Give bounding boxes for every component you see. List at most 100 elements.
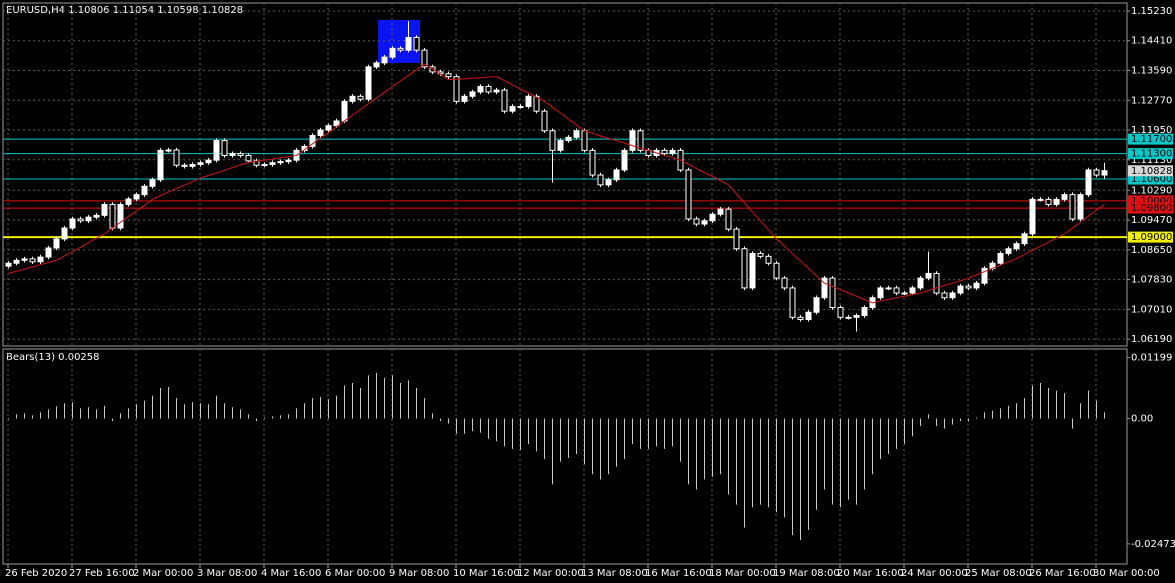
candle-body (413, 36, 420, 51)
candle-body (525, 95, 532, 107)
candle-body (117, 203, 124, 229)
candle-body (589, 149, 596, 176)
candle-body (501, 89, 508, 112)
candle-body (685, 169, 692, 220)
candle-body (1029, 198, 1036, 235)
candle-body (941, 292, 948, 299)
candle-body (365, 66, 372, 100)
y-tick-label: 1.14410 (1131, 36, 1172, 47)
candle-body (1085, 169, 1092, 196)
candle-body (453, 76, 460, 102)
candle-body (269, 162, 276, 166)
candle-body (333, 120, 340, 127)
y-tick-label: 1.07010 (1131, 304, 1172, 315)
candle-body (917, 277, 924, 289)
y-tick-label: 1.10290 (1131, 185, 1172, 196)
candle-body (109, 203, 116, 229)
y-tick-label: 1.12770 (1131, 95, 1172, 106)
x-tick-label: 3 Mar 08:00 (197, 568, 257, 579)
candle-body (261, 164, 268, 167)
candle-body (1077, 194, 1084, 220)
candle-body (77, 218, 84, 222)
level-label: 1.09800 (1131, 203, 1172, 214)
candle-body (1013, 243, 1020, 250)
candle-body (757, 252, 764, 257)
candle-body (893, 287, 900, 294)
candle-body (973, 282, 980, 289)
candle-body (165, 149, 172, 152)
candle-body (509, 105, 516, 112)
candle-body (581, 130, 588, 151)
candle-body (629, 130, 636, 151)
indicator-panel-frame (2, 348, 1128, 565)
candle-body (1061, 194, 1068, 200)
candle-body (669, 149, 676, 155)
candle-body (829, 277, 836, 309)
candle-body (709, 213, 716, 222)
candle-body (981, 267, 988, 284)
x-tick-label: 19 Mar 08:00 (773, 568, 840, 579)
candle-body (101, 203, 108, 216)
candle-body (341, 100, 348, 122)
candle-body (485, 85, 492, 93)
x-tick-label: 27 Feb 16:00 (69, 568, 135, 579)
candle-body (957, 285, 964, 294)
candle-body (837, 307, 844, 318)
y-tick-label: 0.01199 (1131, 353, 1172, 364)
candle-body (565, 136, 572, 142)
candle-body (621, 149, 628, 171)
x-tick-label: 26 Feb 2020 (5, 568, 67, 579)
y-tick-label: 1.13590 (1131, 66, 1172, 77)
candle-body (805, 311, 812, 321)
candle-body (85, 216, 92, 222)
candle-body (61, 227, 68, 240)
candle-body (461, 95, 468, 102)
candle-body (133, 194, 140, 200)
current-price-label: 1.10828 (1131, 166, 1172, 177)
candle-body (765, 255, 772, 264)
y-tick-label: 1.07830 (1131, 275, 1172, 286)
candle-body (1037, 198, 1044, 201)
candle-body (541, 110, 548, 132)
level-label-box (1128, 231, 1173, 243)
level-label: 1.09000 (1131, 232, 1172, 243)
candle-body (93, 214, 100, 218)
candle-body (813, 297, 820, 313)
candle-body (1021, 233, 1028, 245)
y-tick-label: 0.00 (1131, 413, 1153, 424)
candle-body (949, 292, 956, 299)
candle-body (877, 287, 884, 299)
y-tick-label: 1.09470 (1131, 215, 1172, 226)
x-tick-label: 12 Mar 00:00 (517, 568, 584, 579)
moving-average (8, 63, 1105, 304)
candle-body (37, 256, 44, 263)
x-tick-label: 10 Mar 16:00 (453, 568, 520, 579)
candle-body (325, 125, 332, 131)
y-tick-label: 1.06190 (1131, 334, 1172, 345)
candle-body (789, 287, 796, 318)
candle-body (733, 228, 740, 250)
x-tick-label: 18 Mar 00:00 (709, 568, 776, 579)
main-panel-frame (2, 2, 1128, 347)
candle-body (477, 85, 484, 93)
candle-body (933, 272, 940, 294)
candle-body (1005, 248, 1012, 254)
candle-body (197, 162, 204, 166)
candle-body (13, 259, 20, 264)
candle-body (29, 258, 36, 263)
candle-body (549, 130, 556, 151)
x-tick-label: 16 Mar 16:00 (645, 568, 712, 579)
candle-body (965, 285, 972, 289)
candle-body (773, 262, 780, 279)
indicator-title: Bears(13) 0.00258 (6, 352, 100, 363)
y-tick-label: 1.08650 (1131, 245, 1172, 256)
x-tick-label: 26 Mar 16:00 (1029, 568, 1096, 579)
candle-body (821, 277, 828, 299)
candle-body (885, 287, 892, 290)
candle-body (717, 208, 724, 215)
x-tick-label: 25 Mar 08:00 (965, 568, 1032, 579)
x-tick-label: 13 Mar 08:00 (581, 568, 648, 579)
x-tick-label: 20 Mar 16:00 (837, 568, 904, 579)
